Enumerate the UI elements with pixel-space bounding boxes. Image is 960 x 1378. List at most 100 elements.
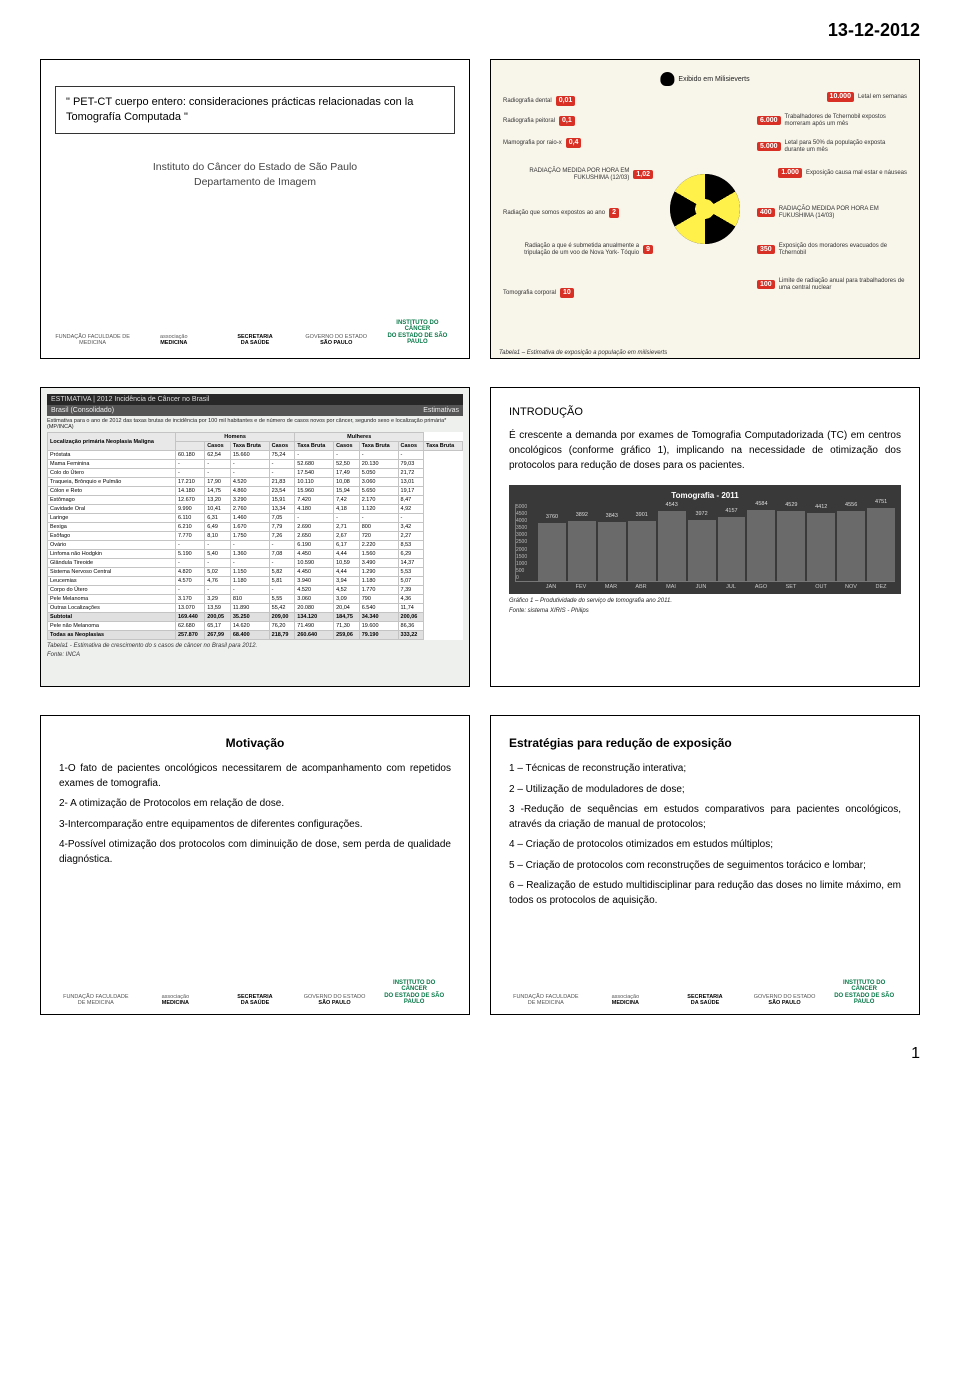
info-text: RADIAÇÃO MEDIDA POR HORA EM FUKUSHIMA (1… [779,206,907,219]
info-item-left: 9Radiação a que é submetida anualmente a… [503,243,653,256]
info-text: Exposição causa mal estar e náuseas [806,170,907,177]
table-row: Glândula Tireoide----10.59010,593.49014,… [48,559,463,568]
slide4-body: É crescente a demanda por exames de Tomo… [509,428,901,473]
info-value: 100 [757,280,775,290]
info-value: 350 [757,245,775,255]
bar-value-label: 4751 [875,499,887,505]
bar-value-label: 3760 [546,514,558,520]
info-item-left: 2Radiação que somos expostos ao ano [503,208,619,218]
table-row: Bexiga6.2106,491.6707,792.6902,718003,42 [48,523,463,532]
info-item-right: 10.000Letal em semanas [827,92,907,102]
table-row: Cavidade Oral9.99010,412.76013,344.1804,… [48,505,463,514]
bar-value-label: 4412 [815,504,827,510]
table-row: Pele não Melanoma62.68065,1714.62076,207… [48,622,463,631]
logo-secretaria: SECRETARIADA SAÚDE [668,994,742,1006]
slide3-table: Localização primária Neoplasia MalignaHo… [47,432,463,640]
y-tick: 1500 [516,554,527,560]
logo-cancer: INSTITUTO DOCÂNCERDO ESTADO DE SÃO PAULO [377,980,451,1006]
table-row: Todas as Neoplasias257.870267,9968.40021… [48,631,463,640]
slide-1: " PET-CT cuerpo entero: consideraciones … [40,59,470,359]
info-item-left: 0,01 Radiografia dental [503,96,575,106]
info-value: 6.000 [757,116,781,126]
info-text: Radiografia dental [503,98,552,105]
strategy-item: 1 – Técnicas de reconstrução interativa; [509,762,901,777]
chart-bar: 3892 [568,521,596,581]
strategy-item: 6 – Realização de estudo multidisciplina… [509,879,901,908]
motivation-item: 4-Possível otimização dos protocolos com… [59,838,451,867]
bar-value-label: 4556 [845,502,857,508]
table-row: Sistema Nervoso Central4.8205,021.1505,8… [48,568,463,577]
info-item-right: 1.000Exposição causa mal estar e náuseas [778,168,907,178]
table-row: Próstata60.18062,5415.66075,24---- [48,451,463,460]
chart-bar: 4543 [658,511,686,581]
info-value: 10.000 [827,92,854,102]
chart-bar: 4529 [777,511,805,581]
strategy-item: 4 – Criação de protocolos otimizados em … [509,838,901,853]
y-tick: 5000 [516,504,527,510]
info-item-right: 100 Limite de radiação anual para trabalh… [757,278,907,291]
table-row: Laringe6.1106,311.4607,05---- [48,514,463,523]
info-value: 5.000 [757,142,781,152]
chart-bar: 4412 [807,513,835,581]
quote-open: " [66,96,70,108]
info-text: Limite de radiação anual para trabalhado… [779,278,907,291]
slide3-caption: Tabela1 - Estimativa de crescimento do s… [47,643,463,649]
info-text: Trabalhadores de Tchernobil expostos mor… [785,114,907,127]
y-tick: 3000 [516,532,527,538]
chart-bar: 4556 [837,511,865,581]
info-value: 0,01 [556,96,576,106]
logo-saopaulo: GOVERNO DO ESTADOSÃO PAULO [298,994,372,1006]
chart-bar: 3843 [598,522,626,581]
bar-value-label: 4529 [785,502,797,508]
motivation-item: 1-O fato de pacientes oncológicos necess… [59,762,451,791]
info-value: 0,1 [559,116,575,126]
table-row: Outras Localizações13.07013,5911.89055,4… [48,604,463,613]
table-row: Corpo do Útero----4.5204,521.7707,39 [48,586,463,595]
page-number: 1 [40,1045,920,1063]
strategy-item: 2 – Utilização de moduladores de dose; [509,783,901,798]
slide-6-estrategias: Estratégias para redução de exposição 1 … [490,715,920,1015]
slide1-dept: Departamento de Imagem [55,175,455,191]
table-row: Subtotal169.440200,0535.250209,00134.120… [48,613,463,622]
bar-value-label: 3892 [576,512,588,518]
y-tick: 3500 [516,525,527,531]
motivation-item: 3-Intercomparação entre equipamentos de … [59,818,451,833]
chart-title: Tomografia - 2011 [515,491,895,500]
y-tick: 2500 [516,539,527,545]
logo-fundacao: FUNDAÇÃO FACULDADE DE MEDICINA [59,994,133,1006]
chart-bar: 4751 [867,508,895,581]
logo-saopaulo: GOVERNO DO ESTADOSÃO PAULO [748,994,822,1006]
logo-fundacao: FUNDAÇÃO FACULDADE DE MEDICINA [509,994,583,1006]
slide3-intro: Estimativa para o ano de 2012 das taxas … [47,416,463,432]
info-text: Exposição dos moradores evacuados de Tch… [779,243,907,256]
info-value: 0,4 [566,138,582,148]
info-text: Letal para 50% da população exposta dura… [785,140,907,153]
info-value: 1,02 [633,170,653,180]
info-text: RADIAÇÃO MEDIDA POR HORA EM FUKUSHIMA (1… [503,168,629,181]
info-item-right: 6.000 Trabalhadores de Tchernobil exposto… [757,114,907,127]
info-value: 9 [643,245,653,255]
logo-medicina: associaçãoMEDICINA [139,994,213,1006]
table-row: Cólon e Reto14.18014,754.86023,5415.9601… [48,487,463,496]
y-tick: 4500 [516,511,527,517]
strategy-item: 5 – Criação de protocolos com reconstruç… [509,859,901,874]
info-item-right: 350 Exposição dos moradores evacuados de … [757,243,907,256]
info-text: Tomografia corporal [503,290,556,297]
table-row: Esôfago7.7708,101.7507,262.6502,677202,2… [48,532,463,541]
x-label: ABR [627,584,655,590]
logo-fundacao: FUNDAÇÃO FACULDADE DE MEDICINA [55,334,130,346]
info-text: Radiografia peitoral [503,118,555,125]
logo-row: FUNDAÇÃO FACULDADE DE MEDICINA associaçã… [59,974,451,1006]
logo-secretaria: SECRETARIADA SAÚDE [218,994,292,1006]
x-label: NOV [837,584,865,590]
slide-3-inca-table: ESTIMATIVA | 2012 Incidência de Câncer n… [40,387,470,687]
x-label: FEV [567,584,595,590]
x-label: DEZ [867,584,895,590]
tomografia-chart: Tomografia - 2011 5000450040003500300025… [509,485,901,594]
strategy-item: 3 -Redução de sequências em estudos comp… [509,803,901,832]
info-item-right: 400RADIAÇÃO MEDIDA POR HORA EM FUKUSHIMA… [757,206,907,219]
slide4-caption: Gráfico 1 – Produtividade do serviço de … [509,598,901,604]
chart-bar: 3901 [628,521,656,581]
info-text: Radiação que somos expostos ao ano [503,210,605,217]
slide4-caption2: Fonte: sistema XIRIS - Philips [509,608,901,614]
